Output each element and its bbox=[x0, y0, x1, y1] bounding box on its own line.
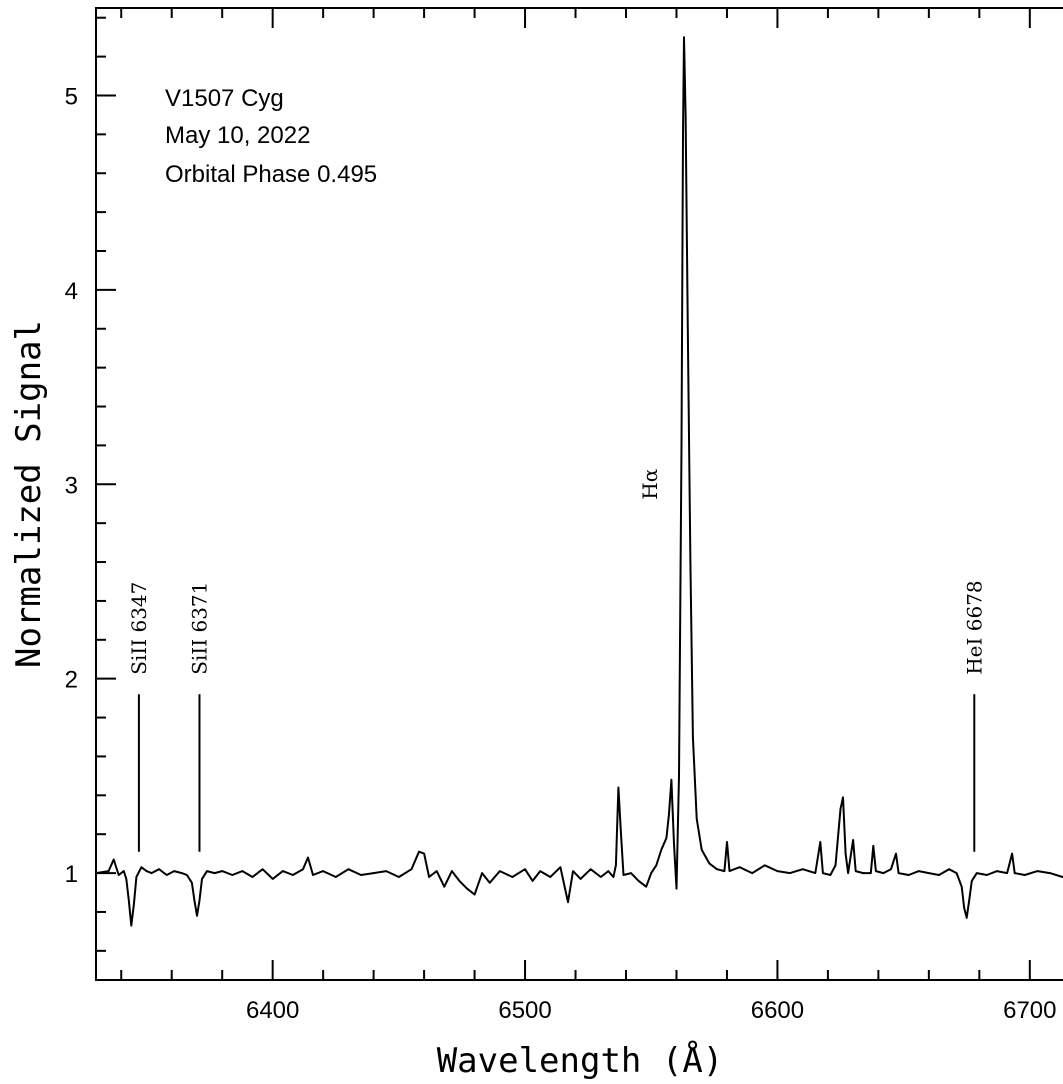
plot-frame bbox=[95, 7, 1063, 981]
y-tick-label: 4 bbox=[65, 278, 78, 305]
x-tick-label: 6700 bbox=[1003, 997, 1056, 1024]
annotation-date: May 10, 2022 bbox=[165, 122, 310, 149]
y-tick-label: 3 bbox=[65, 472, 78, 499]
line-label: SiII 6347 bbox=[127, 582, 151, 675]
x-tick-label: 6400 bbox=[246, 997, 299, 1024]
spectrum-line bbox=[95, 36, 1063, 927]
x-tick-label: 6500 bbox=[498, 997, 551, 1024]
y-axis-title: Normalized Signal bbox=[9, 320, 49, 668]
y-tick-label: 1 bbox=[65, 861, 78, 888]
line-id-markers: SiII 6347 SiII 6371 Hα HeI 6678 bbox=[127, 469, 986, 852]
line-label: Hα bbox=[638, 469, 662, 500]
y-tick-label: 2 bbox=[65, 667, 78, 694]
annotation-star: V1507 Cyg bbox=[165, 85, 284, 112]
y-tick-label: 5 bbox=[65, 83, 78, 110]
annotation-phase: Orbital Phase 0.495 bbox=[165, 161, 377, 188]
line-label: SiII 6371 bbox=[187, 582, 211, 675]
x-axis-title: Wavelength (Å) bbox=[437, 1040, 724, 1081]
line-label: HeI 6678 bbox=[962, 580, 986, 674]
axis-ticks bbox=[96, 8, 1031, 980]
x-tick-label: 6600 bbox=[751, 997, 804, 1024]
tick-labels: 6400 6500 6600 6700 1 2 3 4 5 bbox=[65, 83, 1057, 1024]
